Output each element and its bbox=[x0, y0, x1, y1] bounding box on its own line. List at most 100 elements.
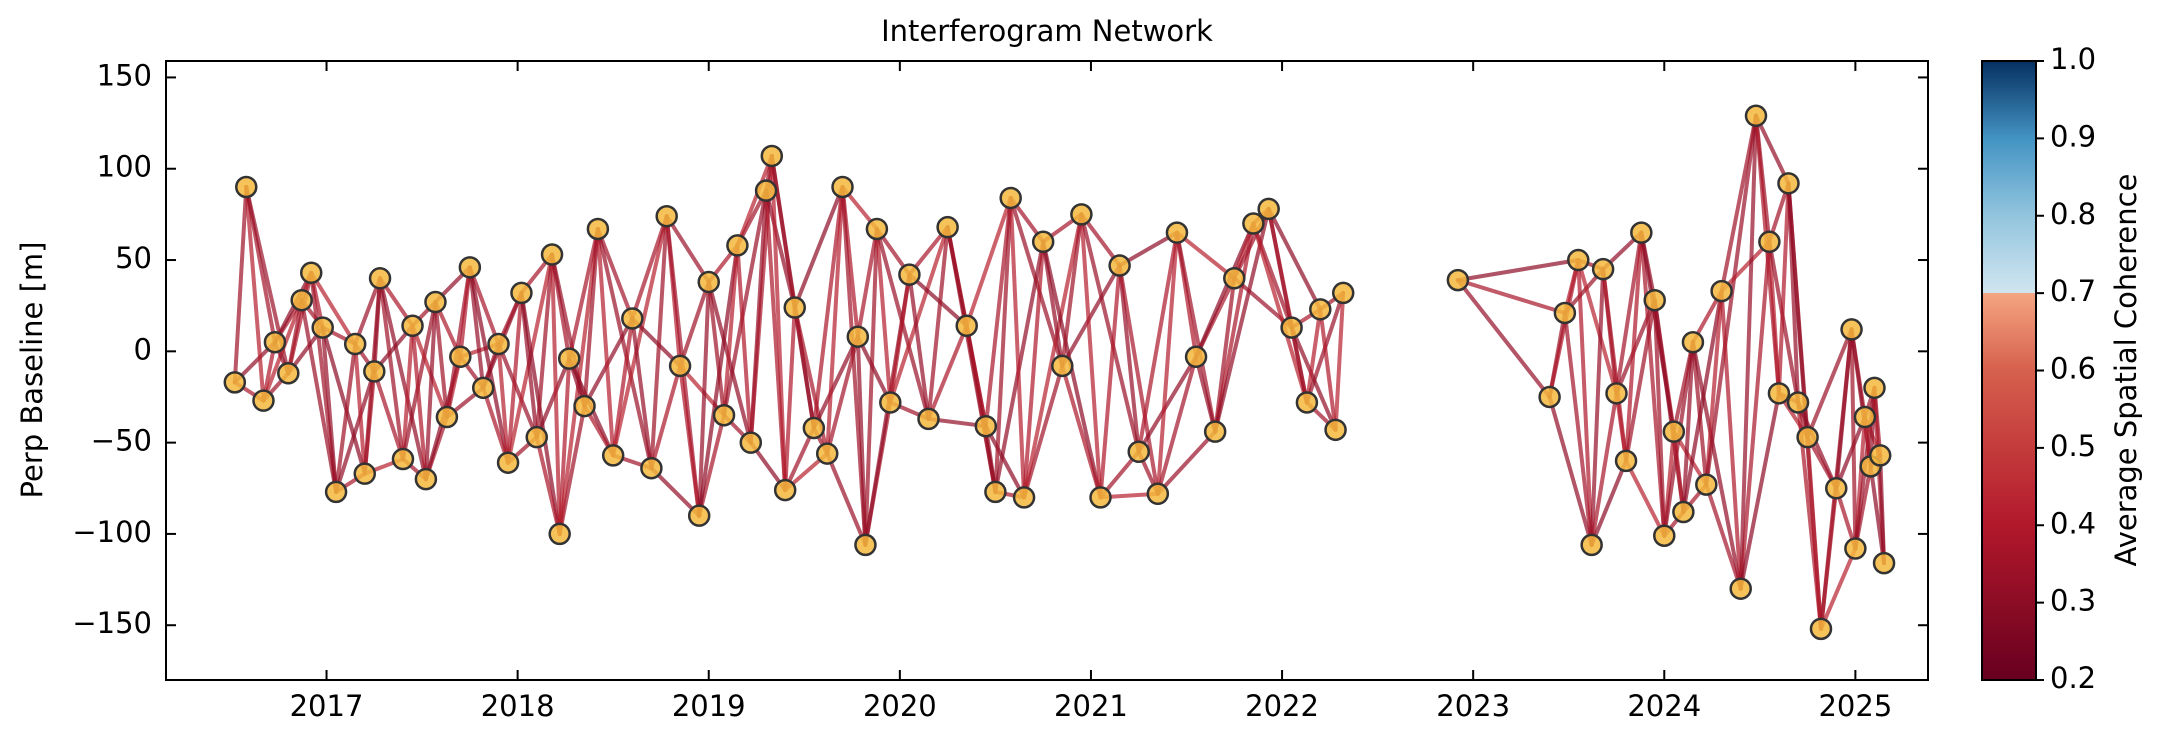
edge bbox=[926, 323, 969, 421]
colorbar-tick-label: 0.3 bbox=[2050, 584, 2096, 618]
edge bbox=[1022, 239, 1046, 500]
node bbox=[1672, 500, 1695, 524]
node bbox=[999, 186, 1022, 210]
edge bbox=[299, 298, 339, 494]
node bbox=[1309, 298, 1332, 321]
edge bbox=[1576, 258, 1594, 547]
edge bbox=[534, 252, 555, 440]
node bbox=[1767, 382, 1791, 405]
node bbox=[586, 217, 610, 241]
node bbox=[726, 234, 749, 257]
x-tick-label: 2022 bbox=[1245, 689, 1319, 723]
edge bbox=[825, 184, 845, 456]
edge bbox=[1455, 278, 1567, 315]
node bbox=[802, 416, 826, 440]
y-tick-label: 100 bbox=[97, 150, 152, 184]
edge bbox=[1589, 267, 1606, 547]
edge bbox=[1455, 278, 1552, 399]
edge bbox=[1022, 212, 1084, 500]
edge bbox=[1834, 415, 1867, 491]
node bbox=[831, 175, 854, 199]
edge bbox=[1079, 212, 1103, 500]
node bbox=[363, 360, 386, 383]
edge bbox=[595, 226, 616, 458]
node bbox=[697, 270, 720, 294]
edge bbox=[735, 153, 774, 248]
node bbox=[687, 504, 711, 527]
colorbar-tick-label: 0.7 bbox=[2050, 274, 2096, 308]
x-tick-label: 2025 bbox=[1818, 689, 1892, 723]
node bbox=[1146, 482, 1170, 506]
node bbox=[343, 332, 367, 356]
y-axis-label: Perp Baseline [m] bbox=[15, 242, 49, 499]
edge bbox=[1652, 298, 1667, 538]
node bbox=[1242, 212, 1265, 235]
chart-title: Interferogram Network bbox=[881, 14, 1213, 48]
edge bbox=[1719, 113, 1759, 294]
edge bbox=[378, 276, 428, 482]
edge bbox=[1690, 340, 1743, 591]
edge bbox=[557, 356, 572, 536]
edge bbox=[1008, 195, 1027, 500]
edge bbox=[567, 226, 600, 361]
edge bbox=[232, 184, 249, 385]
colorbar-tick-label: 0.9 bbox=[2050, 119, 2096, 153]
colorbar-tick-label: 0.8 bbox=[2050, 197, 2096, 231]
edge bbox=[855, 334, 893, 405]
x-tick-label: 2023 bbox=[1436, 689, 1510, 723]
edge bbox=[1704, 482, 1743, 591]
edge bbox=[1681, 340, 1695, 515]
edge bbox=[630, 316, 654, 471]
node bbox=[621, 307, 644, 330]
node bbox=[353, 462, 377, 485]
edge bbox=[649, 214, 669, 471]
node bbox=[1786, 391, 1810, 414]
edge bbox=[874, 226, 893, 405]
y-tick-label: 50 bbox=[115, 241, 152, 275]
edge bbox=[582, 226, 600, 409]
colorbar-tick-label: 0.2 bbox=[2050, 661, 2096, 695]
edge bbox=[1576, 258, 1619, 396]
x-tick-label: 2019 bbox=[672, 689, 746, 723]
x-tick-label: 2017 bbox=[290, 689, 364, 723]
node bbox=[1446, 268, 1470, 292]
edge bbox=[1738, 391, 1781, 591]
node bbox=[1710, 279, 1733, 303]
node bbox=[1796, 425, 1819, 449]
node bbox=[1580, 533, 1603, 557]
edge bbox=[372, 276, 383, 374]
edge bbox=[534, 435, 562, 536]
node bbox=[263, 330, 287, 354]
edge bbox=[649, 363, 683, 471]
plot-frame bbox=[165, 60, 1929, 681]
node bbox=[1108, 254, 1131, 277]
node bbox=[1809, 617, 1833, 641]
node bbox=[865, 217, 889, 241]
x-tick-label: 2018 bbox=[481, 689, 555, 723]
edge bbox=[722, 188, 769, 418]
y-tick-label: −50 bbox=[91, 424, 152, 458]
edge bbox=[467, 265, 501, 347]
node bbox=[414, 467, 438, 491]
node bbox=[815, 442, 839, 465]
edge bbox=[1155, 354, 1199, 496]
node bbox=[1070, 203, 1093, 226]
edge bbox=[1690, 340, 1709, 487]
node bbox=[1653, 524, 1676, 547]
edge bbox=[1719, 239, 1772, 294]
node bbox=[1681, 330, 1705, 354]
colorbar-tick-label: 0.5 bbox=[2050, 429, 2096, 463]
edge bbox=[1136, 230, 1179, 454]
colorbar-tick-label: 0.4 bbox=[2050, 506, 2096, 540]
edge bbox=[678, 279, 711, 368]
node bbox=[311, 316, 334, 339]
x-tick-label: 2020 bbox=[863, 689, 937, 723]
node bbox=[879, 391, 902, 414]
edge bbox=[1738, 113, 1759, 591]
node bbox=[1630, 221, 1653, 244]
edge bbox=[550, 252, 562, 536]
node bbox=[1127, 440, 1150, 464]
edge bbox=[1671, 429, 1686, 515]
node bbox=[510, 281, 533, 305]
